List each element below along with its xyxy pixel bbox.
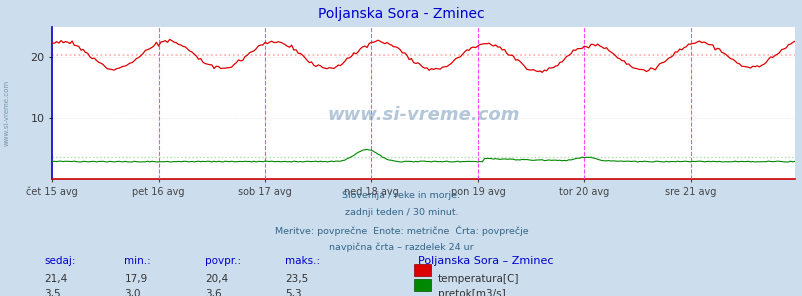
Text: 5,3: 5,3 (285, 289, 302, 296)
Text: Meritve: povprečne  Enote: metrične  Črta: povprečje: Meritve: povprečne Enote: metrične Črta:… (274, 225, 528, 236)
Text: www.si-vreme.com: www.si-vreme.com (3, 79, 10, 146)
Text: min.:: min.: (124, 256, 151, 266)
Text: povpr.:: povpr.: (205, 256, 241, 266)
Text: sedaj:: sedaj: (44, 256, 75, 266)
Text: temperatura[C]: temperatura[C] (437, 274, 518, 284)
Text: 3,6: 3,6 (205, 289, 221, 296)
Text: 3,5: 3,5 (44, 289, 61, 296)
Text: 17,9: 17,9 (124, 274, 148, 284)
Text: 3,0: 3,0 (124, 289, 141, 296)
Text: 23,5: 23,5 (285, 274, 308, 284)
Text: Slovenija / reke in morje.: Slovenija / reke in morje. (342, 191, 460, 200)
Text: maks.:: maks.: (285, 256, 320, 266)
Text: Poljanska Sora – Zminec: Poljanska Sora – Zminec (417, 256, 553, 266)
Text: pretok[m3/s]: pretok[m3/s] (437, 289, 504, 296)
Text: www.si-vreme.com: www.si-vreme.com (327, 106, 519, 124)
Text: Poljanska Sora - Zminec: Poljanska Sora - Zminec (318, 7, 484, 21)
Text: 21,4: 21,4 (44, 274, 67, 284)
Text: zadnji teden / 30 minut.: zadnji teden / 30 minut. (344, 208, 458, 217)
Text: 20,4: 20,4 (205, 274, 228, 284)
Text: navpična črta – razdelek 24 ur: navpična črta – razdelek 24 ur (329, 242, 473, 252)
